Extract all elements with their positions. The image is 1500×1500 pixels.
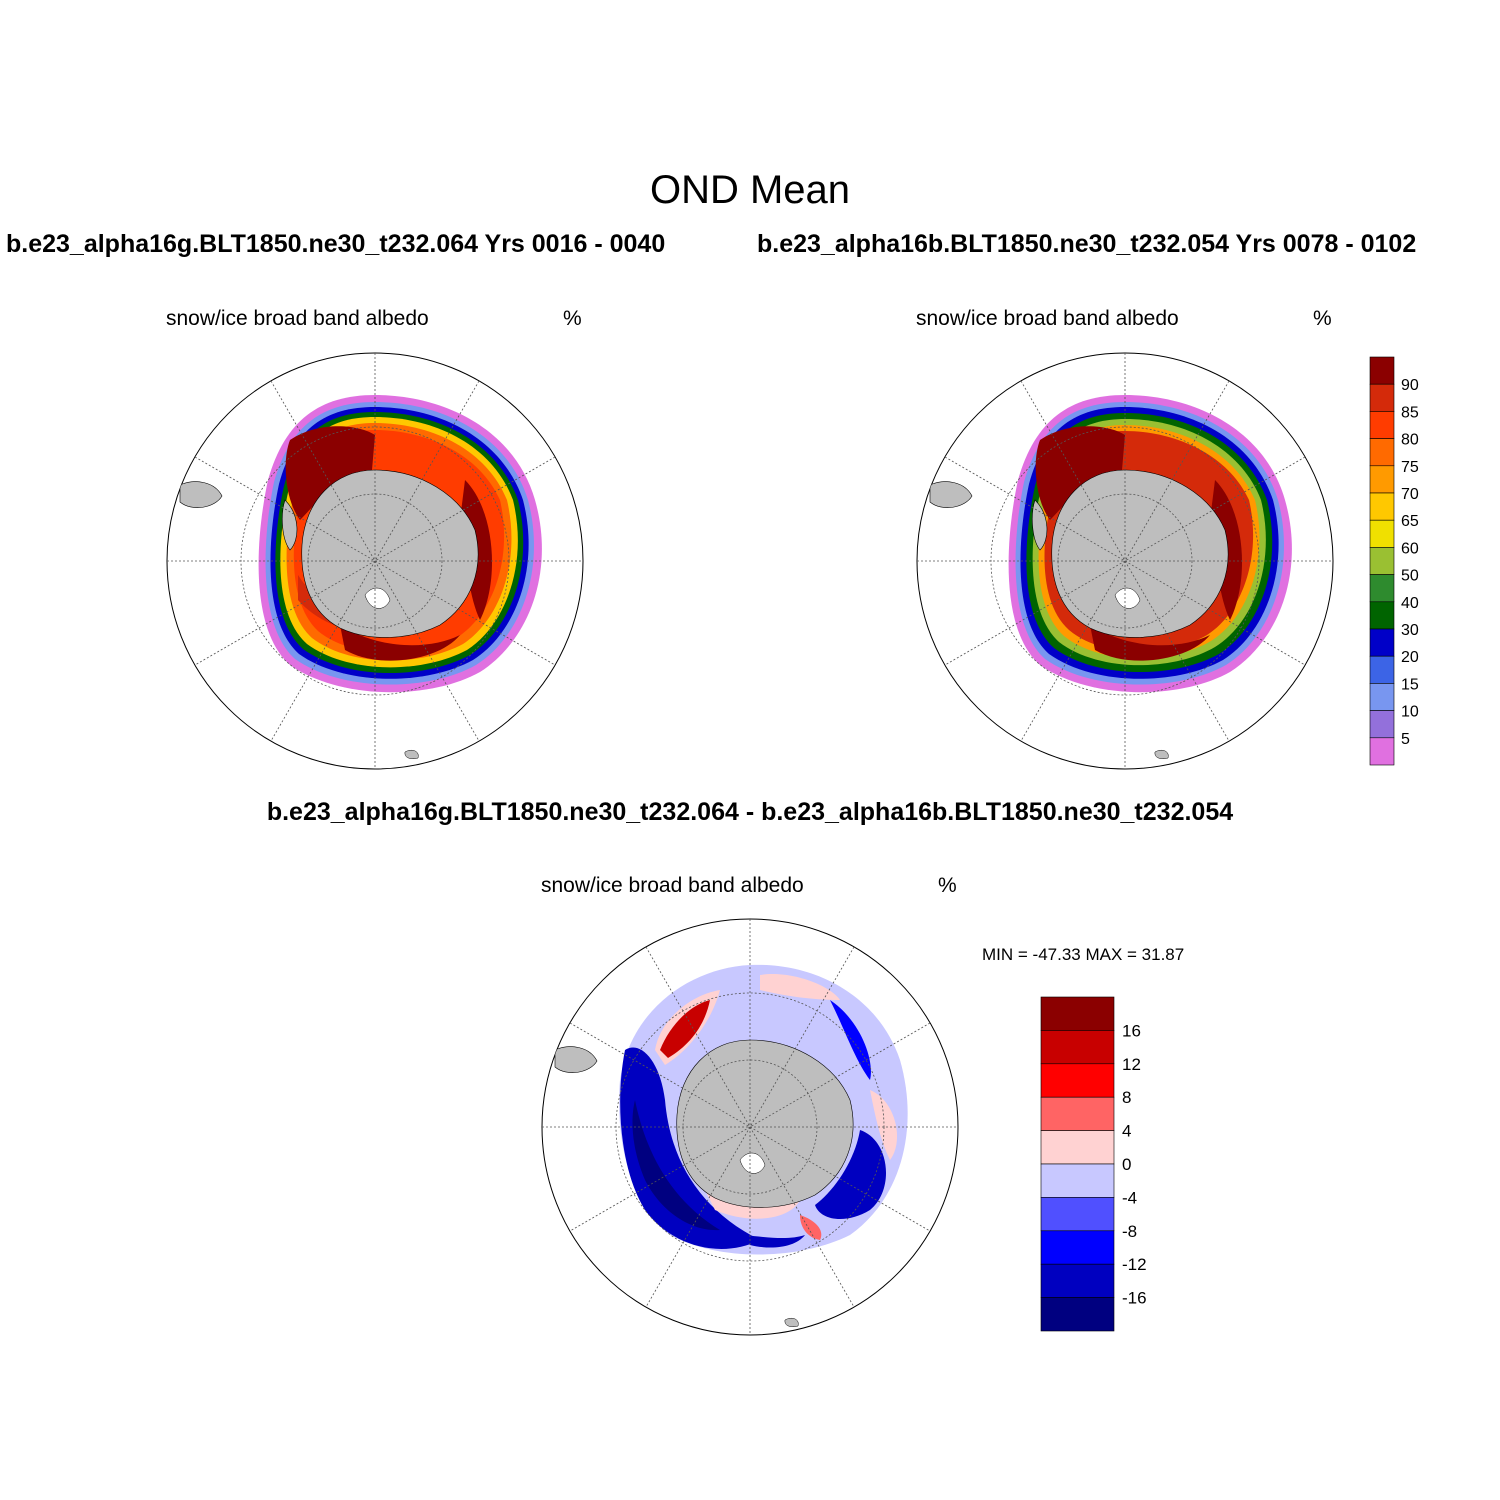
colorbar-albedo-swatch <box>1369 655 1395 684</box>
colorbar-albedo-tick-label: 30 <box>1401 622 1419 639</box>
colorbar-difference-swatch <box>1040 1230 1115 1265</box>
colorbar-albedo-swatch <box>1369 601 1395 630</box>
panel-2-sea-ice-field <box>917 353 1333 769</box>
colorbar-albedo-tick-label: 60 <box>1401 540 1419 557</box>
colorbar-albedo-tick-label: 90 <box>1401 377 1419 394</box>
colorbar-albedo-tick-label: 70 <box>1401 486 1419 503</box>
colorbar-difference-tick-label: 4 <box>1122 1122 1131 1141</box>
colorbar-difference-swatch <box>1040 1030 1115 1065</box>
colorbar-difference-swatch <box>1040 1197 1115 1232</box>
panel-1-map <box>166 352 584 770</box>
colorbar-difference-tick-label: 16 <box>1122 1021 1141 1040</box>
colorbar-albedo-tick-label: 5 <box>1401 731 1410 748</box>
panel-3-variable: snow/ice broad band albedo <box>541 874 804 897</box>
colorbar-albedo-swatch <box>1369 519 1395 548</box>
colorbar-albedo-swatch <box>1369 383 1395 412</box>
colorbar-albedo-tick-label: 40 <box>1401 595 1419 612</box>
colorbar-difference: 16 12 8 4 0 -4 -8 -12 -16 <box>1040 996 1147 1332</box>
colorbar-difference-swatch <box>1040 1263 1115 1298</box>
colorbar-difference-swatch <box>1040 1130 1115 1165</box>
panel-3-units: % <box>938 874 957 897</box>
colorbar-albedo-tick-label: 10 <box>1401 704 1419 721</box>
colorbar-difference-tick-label: 12 <box>1122 1055 1141 1074</box>
colorbar-difference-tick-label: 0 <box>1122 1155 1131 1174</box>
colorbar-albedo-swatch <box>1369 683 1395 711</box>
colorbar-albedo-tick-label: 80 <box>1401 432 1419 449</box>
colorbar-albedo-tick-label: 15 <box>1401 676 1419 693</box>
panel-1-units: % <box>563 307 582 330</box>
panel-1-variable: snow/ice broad band albedo <box>166 307 429 330</box>
panel-2-variable: snow/ice broad band albedo <box>916 307 1179 330</box>
figure-title: OND Mean <box>649 168 851 212</box>
panel-2-units: % <box>1313 307 1332 330</box>
difference-field <box>542 919 958 1335</box>
colorbar-albedo-swatch <box>1369 710 1395 739</box>
colorbar-difference-swatch <box>1040 1063 1115 1098</box>
colorbar-albedo-swatch <box>1369 356 1395 385</box>
colorbar-difference-tick-label: -4 <box>1122 1188 1137 1207</box>
colorbar-albedo-tick-label: 65 <box>1401 513 1419 530</box>
colorbar-albedo-swatch <box>1369 438 1395 467</box>
panel-1-sea-ice-field <box>167 353 583 769</box>
colorbar-albedo-tick-label: 50 <box>1401 568 1419 585</box>
colorbar-albedo-swatch <box>1369 737 1395 766</box>
panel-2-map <box>916 352 1334 770</box>
colorbar-difference-swatch <box>1040 1096 1115 1131</box>
colorbar-albedo-swatch <box>1369 465 1395 494</box>
colorbar-albedo-swatch <box>1369 628 1395 657</box>
colorbar-albedo-tick-label: 75 <box>1401 459 1419 476</box>
colorbar-difference-swatch <box>1040 1297 1115 1332</box>
difference-map <box>541 918 959 1336</box>
colorbar-albedo-tick-label: 85 <box>1401 404 1419 421</box>
colorbar-albedo-swatch <box>1369 411 1395 439</box>
colorbar-difference-swatch <box>1040 1163 1115 1198</box>
colorbar-difference-tick-label: -12 <box>1122 1255 1147 1274</box>
min-max-readout: MIN = -47.33 MAX = 31.87 <box>982 945 1185 964</box>
colorbar-difference-tick-label: 8 <box>1122 1088 1131 1107</box>
difference-panel-title: b.e23_alpha16g.BLT1850.ne30_t232.064 - b… <box>266 798 1234 826</box>
colorbar-albedo-swatch <box>1369 547 1395 575</box>
colorbar-difference-tick-label: -16 <box>1122 1289 1147 1308</box>
colorbar-difference-swatch <box>1040 996 1115 1031</box>
colorbar-albedo: 90 85 80 75 70 65 60 50 40 30 20 15 10 5 <box>1369 356 1419 766</box>
panel-1-title: b.e23_alpha16g.BLT1850.ne30_t232.064 Yrs… <box>6 230 666 258</box>
colorbar-albedo-swatch <box>1369 492 1395 521</box>
panel-2-title: b.e23_alpha16b.BLT1850.ne30_t232.054 Yrs… <box>757 230 1417 258</box>
colorbar-albedo-swatch <box>1369 574 1395 603</box>
colorbar-difference-tick-label: -8 <box>1122 1222 1137 1241</box>
colorbar-albedo-tick-label: 20 <box>1401 649 1419 666</box>
